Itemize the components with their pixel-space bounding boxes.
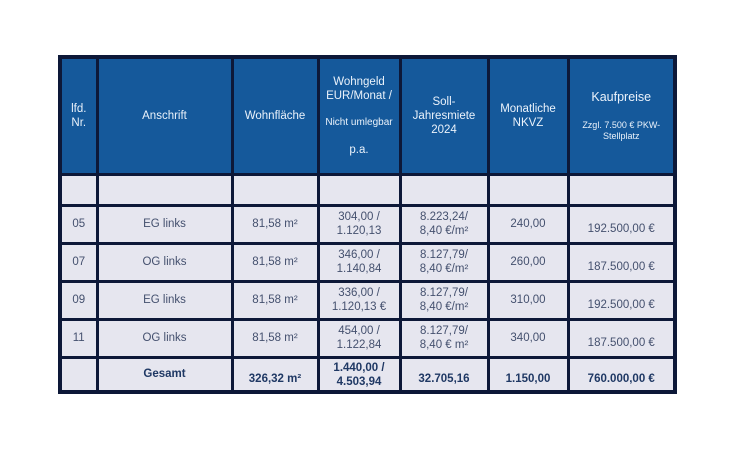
cell-anschrift: OG links	[95, 317, 234, 359]
total-cell-empty	[58, 355, 99, 394]
cell-jahresmiete: 8.223,24/ 8,40 €/m²	[398, 203, 490, 245]
total-nkvz: 1.150,00	[486, 355, 570, 394]
col-header-wohnflaeche: Wohnfläche	[230, 55, 320, 176]
cell-anschrift: EG links	[95, 203, 234, 245]
spacer-cell	[486, 172, 570, 207]
cell-wohngeld: 454,00 / 1.122,84	[316, 317, 402, 359]
wohngeld-header-sub: Nicht umlegbar	[325, 117, 393, 129]
cell-nkvz: 340,00	[486, 317, 570, 359]
spacer-row	[58, 172, 677, 207]
total-jahresmiete: 32.705,16	[398, 355, 490, 394]
col-header-kaufpreise: Kaufpreise Zzgl. 7.500 € PKW- Stellplatz	[566, 55, 677, 176]
cell-nkvz: 310,00	[486, 279, 570, 321]
table-row-05: 05 EG links 81,58 m² 304,00 / 1.120,13 8…	[58, 203, 677, 245]
cell-kaufpreis: 187.500,00 €	[566, 317, 677, 359]
cell-nr: 05	[58, 203, 99, 245]
cell-nkvz: 260,00	[486, 241, 570, 283]
kaufpreise-header-title: Kaufpreise	[591, 90, 652, 105]
table-row-11: 11 OG links 81,58 m² 454,00 / 1.122,84 8…	[58, 317, 677, 359]
cell-anschrift: EG links	[95, 279, 234, 321]
cell-wohnflaeche: 81,58 m²	[230, 203, 320, 245]
cell-nr: 09	[58, 279, 99, 321]
col-header-jahresmiete: Soll- Jahresmiete 2024	[398, 55, 490, 176]
cell-nkvz: 240,00	[486, 203, 570, 245]
col-header-nkvz: Monatliche NKVZ	[486, 55, 570, 176]
cell-nr: 07	[58, 241, 99, 283]
spacer-cell	[398, 172, 490, 207]
total-row: Gesamt 326,32 m² 1.440,00 / 4.503,94 32.…	[58, 355, 677, 394]
cell-kaufpreis: 187.500,00 €	[566, 241, 677, 283]
spacer-cell	[95, 172, 234, 207]
cell-jahresmiete: 8.127,79/ 8,40 €/m²	[398, 279, 490, 321]
wohngeld-header-main: Wohngeld EUR/Monat /	[326, 76, 392, 103]
cell-kaufpreis: 192.500,00 €	[566, 203, 677, 245]
total-wohngeld: 1.440,00 / 4.503,94	[316, 355, 402, 394]
cell-wohngeld: 346,00 / 1.140,84	[316, 241, 402, 283]
col-header-lfd-nr: lfd. Nr.	[58, 55, 99, 176]
cell-wohnflaeche: 81,58 m²	[230, 241, 320, 283]
spacer-cell	[316, 172, 402, 207]
col-header-anschrift: Anschrift	[95, 55, 234, 176]
total-wohnflaeche: 326,32 m²	[230, 355, 320, 394]
cell-wohnflaeche: 81,58 m²	[230, 317, 320, 359]
wohngeld-header-pa: p.a.	[349, 143, 369, 156]
total-kaufpreis: 760.000,00 €	[566, 355, 677, 394]
col-header-wohngeld: Wohngeld EUR/Monat / Nicht umlegbar p.a.	[316, 55, 402, 176]
property-overview-table: lfd. Nr. Anschrift Wohnfläche Wohngeld E…	[58, 55, 677, 395]
cell-wohngeld: 304,00 / 1.120,13	[316, 203, 402, 245]
cell-wohnflaeche: 81,58 m²	[230, 279, 320, 321]
total-label: Gesamt	[95, 355, 234, 394]
cell-anschrift: OG links	[95, 241, 234, 283]
table-row-09: 09 EG links 81,58 m² 336,00 / 1.120,13 €…	[58, 279, 677, 321]
table-row-07: 07 OG links 81,58 m² 346,00 / 1.140,84 8…	[58, 241, 677, 283]
cell-jahresmiete: 8.127,79/ 8,40 € m²	[398, 317, 490, 359]
header-row: lfd. Nr. Anschrift Wohnfläche Wohngeld E…	[58, 55, 677, 176]
spacer-cell	[58, 172, 99, 207]
cell-nr: 11	[58, 317, 99, 359]
cell-wohngeld: 336,00 / 1.120,13 €	[316, 279, 402, 321]
spacer-cell	[230, 172, 320, 207]
cell-kaufpreis: 192.500,00 €	[566, 279, 677, 321]
spacer-cell	[566, 172, 677, 207]
kaufpreise-header-subtitle: Zzgl. 7.500 € PKW- Stellplatz	[582, 119, 661, 141]
cell-jahresmiete: 8.127,79/ 8,40 €/m²	[398, 241, 490, 283]
